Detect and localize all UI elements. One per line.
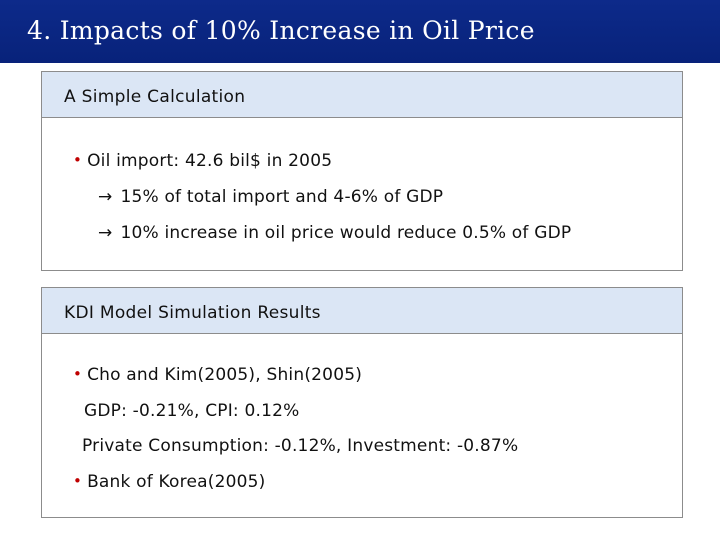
panel-header-title: KDI Model Simulation Results [64,303,321,323]
list-item-text: Bank of Korea(2005) [87,472,266,492]
list-item: → 15% of total import and 4-6% of GDP [98,187,443,207]
list-item-text: Private Consumption: -0.12%, Investment:… [82,436,519,456]
arrow-right-icon: → [98,187,113,207]
list-item-text: 15% of total import and 4-6% of GDP [120,187,444,207]
panel-simple-calculation: A Simple Calculation • Oil import: 42.6 b… [41,71,683,271]
list-item: → 10% increase in oil price would reduce … [98,223,571,243]
list-item: • Oil import: 42.6 bil$ in 2005 [73,151,332,171]
bullet-icon: • [73,151,83,169]
panel-header: KDI Model Simulation Results [42,288,682,334]
arrow-right-icon: → [98,223,113,243]
panel-kdi-model-results: KDI Model Simulation Results • Cho and Ki… [41,287,683,518]
list-item: • Bank of Korea(2005) [73,472,265,492]
list-item: • Cho and Kim(2005), Shin(2005) [73,365,362,385]
list-item-text: Oil import: 42.6 bil$ in 2005 [87,151,333,171]
list-item-text: GDP: -0.21%, CPI: 0.12% [84,401,300,421]
bullet-icon: • [73,472,83,490]
list-item-text: Cho and Kim(2005), Shin(2005) [87,365,363,385]
list-item: GDP: -0.21%, CPI: 0.12% [84,401,299,421]
panel-header: A Simple Calculation [42,72,682,118]
list-item-text: 10% increase in oil price would reduce 0… [120,223,572,243]
panel-header-title: A Simple Calculation [64,87,246,107]
slide-title: 4. Impacts of 10% Increase in Oil Price [27,16,535,45]
list-item: Private Consumption: -0.12%, Investment:… [82,436,518,456]
bullet-icon: • [73,365,83,383]
title-bar: 4. Impacts of 10% Increase in Oil Price [0,0,720,63]
